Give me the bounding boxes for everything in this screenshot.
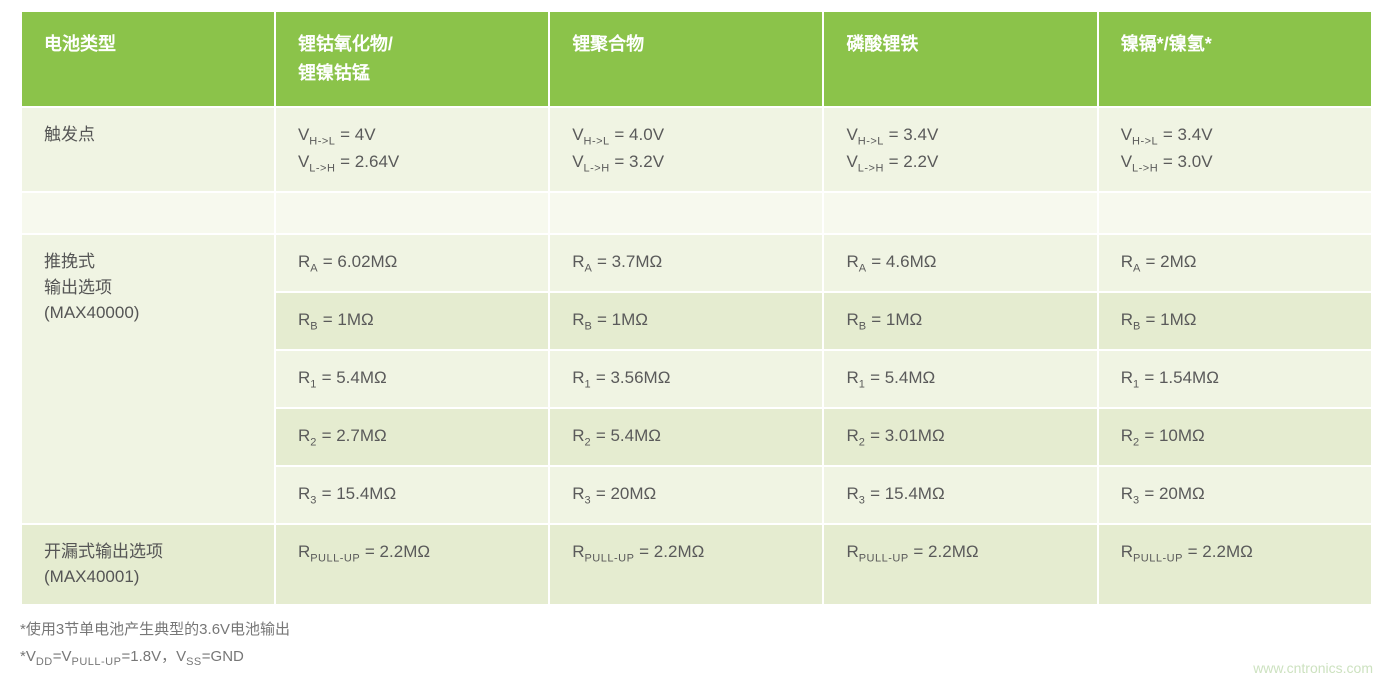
value-cell: RPULL-UP = 2.2MΩ — [824, 525, 1096, 604]
footnote-2: *VDD=VPULL-UP=1.8V，VSS=GND — [20, 643, 1373, 673]
value-cell: RB = 1MΩ — [1099, 293, 1371, 349]
value-cell: VH->L = 3.4VVL->H = 2.2V — [824, 108, 1096, 192]
watermark: www.cntronics.com — [1253, 660, 1373, 676]
table-header: 电池类型锂钴氧化物/锂镍钴锰锂聚合物磷酸锂铁镍镉*/镍氢* — [22, 12, 1371, 106]
value-cell: R1 = 5.4MΩ — [276, 351, 548, 407]
value-cell: RPULL-UP = 2.2MΩ — [1099, 525, 1371, 604]
value-cell: RA = 6.02MΩ — [276, 235, 548, 291]
value-cell: RPULL-UP = 2.2MΩ — [276, 525, 548, 604]
value-cell: R3 = 20MΩ — [550, 467, 822, 523]
col-header-0: 电池类型 — [22, 12, 274, 106]
value-cell: VH->L = 4VVL->H = 2.64V — [276, 108, 548, 192]
spacer-cell — [824, 193, 1096, 233]
col-header-2: 锂聚合物 — [550, 12, 822, 106]
row-label: 触发点 — [22, 108, 274, 192]
value-cell: R2 = 10MΩ — [1099, 409, 1371, 465]
value-cell: R2 = 5.4MΩ — [550, 409, 822, 465]
footnotes: *使用3节单电池产生典型的3.6V电池输出 *VDD=VPULL-UP=1.8V… — [0, 606, 1393, 673]
spacer-cell — [22, 193, 274, 233]
value-cell: R3 = 20MΩ — [1099, 467, 1371, 523]
spacer-cell — [550, 193, 822, 233]
table-row: 触发点VH->L = 4VVL->H = 2.64VVH->L = 4.0VVL… — [22, 108, 1371, 192]
value-cell: R1 = 5.4MΩ — [824, 351, 1096, 407]
spacer-cell — [1099, 193, 1371, 233]
value-cell: RA = 4.6MΩ — [824, 235, 1096, 291]
value-cell: RB = 1MΩ — [824, 293, 1096, 349]
table-body: 触发点VH->L = 4VVL->H = 2.64VVH->L = 4.0VVL… — [22, 108, 1371, 604]
row-label: 开漏式输出选项(MAX40001) — [22, 525, 274, 604]
value-cell: RB = 1MΩ — [550, 293, 822, 349]
row-label: 推挽式输出选项(MAX40000) — [22, 235, 274, 522]
table-row: 推挽式输出选项(MAX40000)RA = 6.02MΩRA = 3.7MΩRA… — [22, 235, 1371, 291]
value-cell: R2 = 2.7MΩ — [276, 409, 548, 465]
value-cell: VH->L = 4.0VVL->H = 3.2V — [550, 108, 822, 192]
footnote-1: *使用3节单电池产生典型的3.6V电池输出 — [20, 616, 1373, 643]
value-cell: R3 = 15.4MΩ — [276, 467, 548, 523]
table-row: 开漏式输出选项(MAX40001)RPULL-UP = 2.2MΩRPULL-U… — [22, 525, 1371, 604]
value-cell: R1 = 1.54MΩ — [1099, 351, 1371, 407]
value-cell: R2 = 3.01MΩ — [824, 409, 1096, 465]
value-cell: RB = 1MΩ — [276, 293, 548, 349]
value-cell: R1 = 3.56MΩ — [550, 351, 822, 407]
value-cell: RA = 3.7MΩ — [550, 235, 822, 291]
value-cell: R3 = 15.4MΩ — [824, 467, 1096, 523]
col-header-3: 磷酸锂铁 — [824, 12, 1096, 106]
table-row — [22, 193, 1371, 233]
battery-spec-table-container: 电池类型锂钴氧化物/锂镍钴锰锂聚合物磷酸锂铁镍镉*/镍氢* 触发点VH->L =… — [0, 0, 1393, 606]
value-cell: RA = 2MΩ — [1099, 235, 1371, 291]
spacer-cell — [276, 193, 548, 233]
battery-spec-table: 电池类型锂钴氧化物/锂镍钴锰锂聚合物磷酸锂铁镍镉*/镍氢* 触发点VH->L =… — [20, 10, 1373, 606]
value-cell: RPULL-UP = 2.2MΩ — [550, 525, 822, 604]
col-header-4: 镍镉*/镍氢* — [1099, 12, 1371, 106]
value-cell: VH->L = 3.4VVL->H = 3.0V — [1099, 108, 1371, 192]
col-header-1: 锂钴氧化物/锂镍钴锰 — [276, 12, 548, 106]
